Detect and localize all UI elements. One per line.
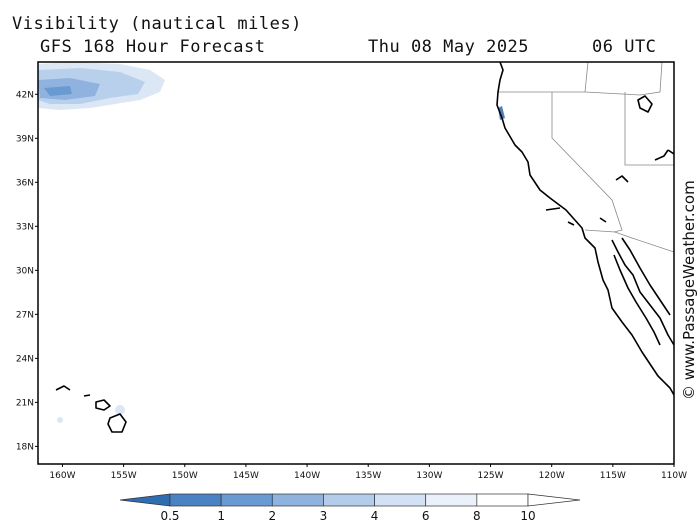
legend-swatch [271,493,324,507]
legend-swatch [220,493,273,507]
map-title: Visibility (nautical miles) [12,14,302,34]
lat-tick-label: 36N [16,178,34,188]
legend-swatch [169,493,222,507]
lat-tick-label: 24N [16,354,34,364]
lon-tick-label: 120W [539,471,565,481]
lat-tick-label: 27N [16,310,34,320]
lon-tick-label: 115W [600,471,626,481]
legend-label: 2 [268,509,276,523]
legend-swatch [374,493,427,507]
forecast-subtitle: GFS 168 Hour Forecast [40,37,266,57]
site-credit: © www.PassageWeather.com [680,180,698,400]
lon-tick-label: 160W [49,471,75,481]
lon-tick-label: 155W [111,471,137,481]
visibility-legend: 0.5 1 2 3 4 6 8 10 [119,493,581,523]
lat-tick-label: 39N [16,134,34,144]
legend-label: 6 [422,509,430,523]
map-frame [37,61,675,465]
forecast-time: 06 UTC [592,37,657,57]
state-borders [498,62,674,253]
lon-tick-label: 145W [233,471,259,481]
legend-swatch [425,493,478,507]
legend-label: 4 [371,509,379,523]
legend-label: 8 [473,509,481,523]
lon-tick-label: 110W [661,471,687,481]
latitude-axis: 42N 39N 36N 33N 30N 27N 24N 21N 18N [16,90,38,452]
coastline [55,62,674,433]
legend-swatch [119,493,171,507]
lon-tick-label: 125W [477,471,503,481]
legend-swatch [527,493,581,507]
lat-tick-label: 42N [16,90,34,100]
legend-swatch [323,493,375,507]
lat-tick-label: 30N [16,266,34,276]
lat-tick-label: 33N [16,222,34,232]
legend-swatch [476,493,529,507]
longitude-axis: 160W 155W 150W 145W 140W 135W 130W 125W 120W 115W… [49,464,687,481]
lon-tick-label: 140W [294,471,320,481]
legend-label: 10 [520,509,535,523]
lon-tick-label: 130W [416,471,442,481]
legend-label: 3 [320,509,328,523]
lat-tick-label: 21N [16,398,34,408]
lon-tick-label: 150W [172,471,198,481]
legend-label: 0.5 [160,509,179,523]
visibility-shading [38,62,505,423]
legend-label: 1 [217,509,225,523]
lon-tick-label: 135W [355,471,381,481]
lat-tick-label: 18N [16,442,34,452]
forecast-date: Thu 08 May 2025 [368,37,530,57]
